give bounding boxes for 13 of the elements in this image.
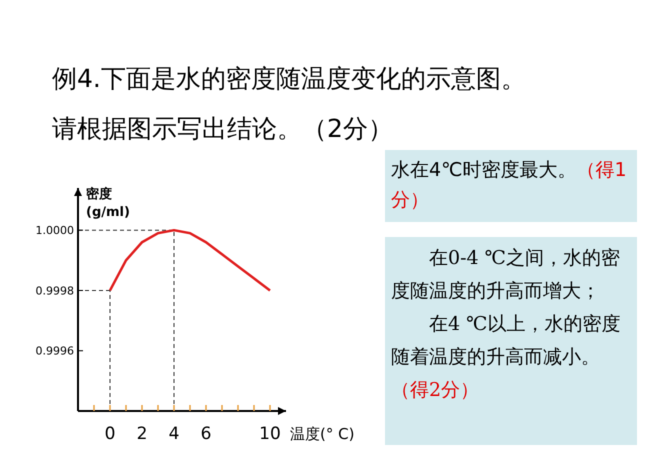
y-tick-label: 0.9996 — [36, 344, 74, 358]
chart-title: 例4.下面是水的密度随温度变化的示意图。 — [52, 63, 526, 95]
x-tick-label: 4 — [168, 424, 180, 444]
x-tick-label: 0 — [104, 424, 116, 444]
x-tick-label: 2 — [136, 424, 148, 444]
x-tick-label: 10 — [259, 424, 281, 444]
y-tick-label: 1.0000 — [36, 224, 74, 238]
x-axis-title: 温度(° C) — [290, 425, 354, 443]
x-tick-label: 6 — [200, 424, 212, 444]
y-tick-label: 0.9998 — [36, 284, 74, 298]
y-axis-title: 密度 (g/ml) — [86, 186, 131, 222]
line-series — [108, 228, 272, 292]
chart-subtitle: 请根据图示写出结论。（2分） — [52, 113, 393, 145]
